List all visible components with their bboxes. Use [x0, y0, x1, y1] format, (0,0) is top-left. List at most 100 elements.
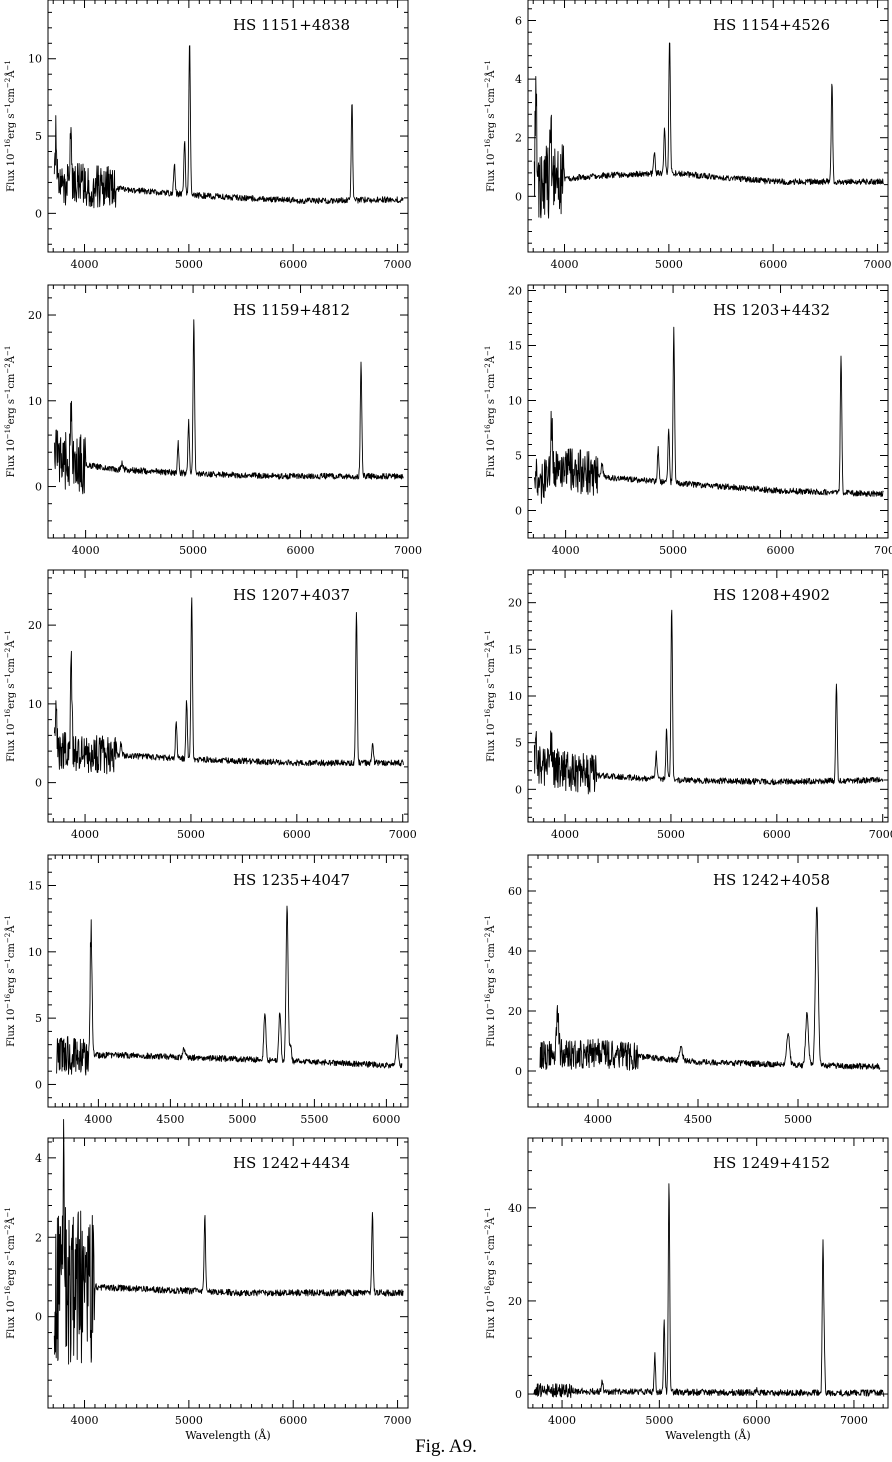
y-tick-label: 10: [28, 395, 42, 408]
x-tick-label: 5000: [175, 1414, 203, 1427]
plot-frame: [47, 1137, 409, 1409]
x-tick-label: 6000: [279, 1414, 307, 1427]
spectrum-panel-7: 4000 4500 5000 5500 6000 0 5 10 15 Flux 10−16erg …: [4, 854, 409, 1126]
x-tick-label: 7000: [384, 1414, 412, 1427]
plot-frame: [527, 854, 889, 1108]
x-tick-label: 5000: [645, 1414, 673, 1427]
object-name: HS 1242+4058: [713, 871, 830, 889]
spectrum-panel-2: 4000 5000 6000 7000 0 2 4 6 Flux 10−16erg s−1cm−…: [484, 0, 892, 271]
figure-caption: Fig. A9.: [415, 1436, 477, 1457]
x-tick-label: 5000: [655, 258, 683, 271]
plot-frame: [527, 1137, 889, 1409]
x-tick-label: 4000: [71, 258, 99, 271]
y-tick-label: 2: [515, 132, 522, 145]
x-tick-label: 4000: [71, 828, 99, 841]
y-tick-label: 20: [508, 285, 522, 298]
y-axis-label: Flux 10−16erg s−1cm−2Å−1: [4, 915, 17, 1047]
spectrum-panel-10: 4000 5000 6000 7000 0 20 40 Flux 10−16erg s−1cm…: [484, 1137, 889, 1442]
x-tick-label: 7000: [389, 828, 417, 841]
spectrum-panel-1: 4000 5000 6000 7000 0 5 10 Flux 10−16erg s−1cm−…: [4, 0, 412, 271]
y-tick-label: 60: [508, 885, 522, 898]
object-name: HS 1154+4526: [713, 16, 830, 34]
x-tick-label: 7000: [840, 1414, 868, 1427]
x-tick-label: 4000: [84, 1113, 112, 1126]
x-tick-label: 4000: [551, 258, 579, 271]
x-tick-label: 5000: [228, 1113, 256, 1126]
x-tick-label: 6000: [287, 544, 315, 557]
x-tick-label: 7000: [869, 828, 892, 841]
y-axis-label: Flux 10−16erg s−1cm−2Å−1: [484, 630, 497, 762]
y-tick-label: 10: [508, 395, 522, 408]
x-tick-label: 6000: [279, 258, 307, 271]
y-tick-label: 5: [515, 737, 522, 750]
object-name: HS 1249+4152: [713, 1154, 830, 1172]
plot-frame: [527, 569, 889, 823]
y-tick-label: 0: [515, 783, 522, 796]
y-tick-label: 5: [35, 130, 42, 143]
y-axis-label: Flux 10−16erg s−1cm−2Å−1: [4, 346, 17, 478]
y-axis-label: Flux 10−16erg s−1cm−2Å−1: [4, 630, 17, 762]
x-tick-label: 5000: [175, 258, 203, 271]
y-tick-label: 0: [35, 1078, 42, 1091]
y-tick-label: 20: [28, 309, 42, 322]
spectrum-line: [533, 42, 884, 219]
spectrum-line: [533, 326, 884, 504]
spectrum-line: [56, 905, 403, 1076]
y-tick-label: 15: [508, 643, 522, 656]
y-tick-label: 0: [515, 1388, 522, 1401]
x-tick-label: 4500: [156, 1113, 184, 1126]
x-tick-label: 5500: [300, 1113, 328, 1126]
spectrum-panel-8: 4000 4500 5000 0 20 40 60 Flux 10−16erg s−1cm−2…: [484, 854, 889, 1126]
y-tick-label: 20: [508, 597, 522, 610]
x-tick-label: 7000: [864, 258, 892, 271]
object-name: HS 1151+4838: [233, 16, 350, 34]
spectrum-panel-4: 4000 5000 6000 7000 0 5 10 15 20 Flux 10−16erg s−…: [484, 284, 892, 557]
y-tick-label: 5: [515, 450, 522, 463]
spectrum-panel-3: 4000 5000 6000 7000 0 10 20 Flux 10−16erg s−1cm…: [4, 284, 422, 557]
object-name: HS 1208+4902: [713, 586, 830, 604]
x-tick-label: 7000: [394, 544, 422, 557]
y-axis-label: Flux 10−16erg s−1cm−2Å−1: [4, 1207, 17, 1339]
x-tick-label: 4000: [72, 544, 100, 557]
plot-frame: [47, 0, 409, 253]
x-tick-label: 6000: [743, 1414, 771, 1427]
x-tick-label: 4000: [71, 1414, 99, 1427]
x-tick-label: 5000: [784, 1113, 812, 1126]
x-tick-label: 5000: [657, 828, 685, 841]
plot-frame: [47, 854, 409, 1108]
x-tick-label: 7000: [384, 258, 412, 271]
spectrum-line: [53, 319, 404, 495]
y-tick-label: 4: [35, 1152, 42, 1165]
spectrum-panel-9: 4000 5000 6000 7000 0 2 4 Flux 10−16erg s−1cm−2…: [4, 1119, 412, 1442]
object-name: HS 1159+4812: [233, 301, 350, 319]
y-tick-label: 10: [28, 53, 42, 66]
y-tick-label: 20: [28, 619, 42, 632]
y-tick-label: 10: [28, 946, 42, 959]
y-tick-label: 0: [515, 505, 522, 518]
y-tick-label: 20: [508, 1295, 522, 1308]
x-tick-label: 6000: [767, 544, 795, 557]
spectrum-panel-5: 4000 5000 6000 7000 0 10 20 Flux 10−16erg s−1cm…: [4, 569, 417, 841]
x-tick-label: 7000: [874, 544, 892, 557]
x-tick-label: 5000: [659, 544, 687, 557]
x-tick-label: 4000: [584, 1113, 612, 1126]
x-tick-label: 6000: [759, 258, 787, 271]
y-tick-label: 40: [508, 1202, 522, 1215]
spectrum-line: [53, 1119, 404, 1365]
object-name: HS 1242+4434: [233, 1154, 350, 1172]
spectrum-line: [53, 597, 404, 775]
x-tick-label: 6000: [763, 828, 791, 841]
y-tick-label: 6: [515, 15, 522, 28]
x-axis-label: Wavelength (Å): [185, 1428, 270, 1442]
plot-frame: [47, 284, 409, 539]
x-tick-label: 4500: [684, 1113, 712, 1126]
object-name: HS 1235+4047: [233, 871, 350, 889]
y-tick-label: 2: [35, 1231, 42, 1244]
y-axis-label: Flux 10−16erg s−1cm−2Å−1: [484, 915, 497, 1047]
y-tick-label: 0: [515, 1065, 522, 1078]
y-tick-label: 4: [515, 73, 522, 86]
y-tick-label: 0: [515, 190, 522, 203]
x-tick-label: 4000: [552, 544, 580, 557]
y-axis-label: Flux 10−16erg s−1cm−2Å−1: [484, 60, 497, 192]
